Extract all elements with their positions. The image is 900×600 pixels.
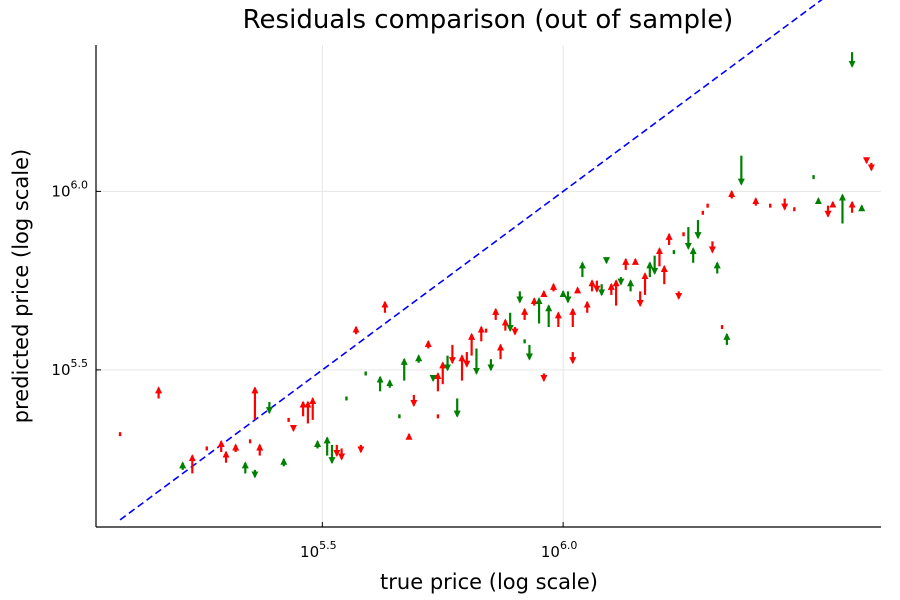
residual-marks <box>118 52 875 479</box>
reference-line-group <box>119 0 823 521</box>
y-axis-label: predicted price (log scale) <box>9 149 33 423</box>
x-tick-exponent: 6.0 <box>560 539 578 552</box>
x-axis-label: true price (log scale) <box>380 570 598 594</box>
y-tick-exponent: 6.0 <box>71 178 89 191</box>
grid-lines <box>96 45 881 527</box>
x-tick-label: 105.5 <box>300 539 337 561</box>
chart-title: Residuals comparison (out of sample) <box>243 5 734 35</box>
reference-line <box>119 0 823 521</box>
x-tick-base: 10 <box>300 543 319 561</box>
x-tick-exponent: 5.5 <box>319 539 337 552</box>
y-tick-base: 10 <box>51 182 70 200</box>
y-tick-label: 106.0 <box>51 178 88 200</box>
x-tick-base: 10 <box>541 543 560 561</box>
y-tick-base: 10 <box>51 361 70 379</box>
x-tick-label: 106.0 <box>541 539 578 561</box>
y-tick-label: 105.5 <box>51 357 88 379</box>
y-tick-exponent: 5.5 <box>71 357 89 370</box>
